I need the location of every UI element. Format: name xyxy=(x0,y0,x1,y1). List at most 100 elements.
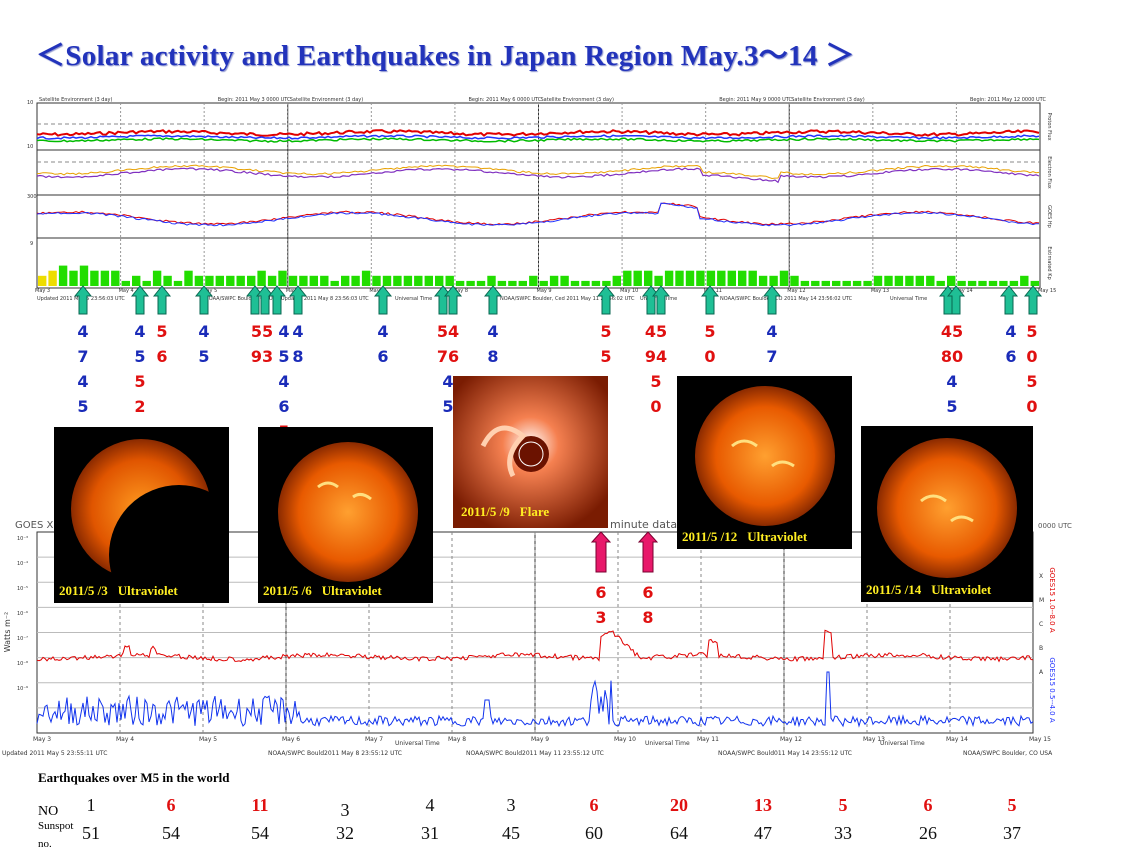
day-tick-label: May 13 xyxy=(871,288,889,294)
quake-magnitude-label: 4 xyxy=(292,322,303,341)
kp-bar xyxy=(706,270,716,286)
kp-bar xyxy=(738,270,747,286)
kp-bar xyxy=(121,280,130,286)
xray-footer-text: NOAA/SWPC Bould2011 May 8 23:55:12 UTC xyxy=(268,750,402,757)
xray-long-series xyxy=(36,629,1034,663)
day-tick-label: May 7 xyxy=(369,288,384,294)
quake-magnitude-label: 2 xyxy=(134,397,145,416)
quake-magnitude-label: 4 xyxy=(1005,322,1016,341)
no-row-label: NO xyxy=(38,804,59,819)
flare-class-label: C xyxy=(1039,621,1043,628)
earthquake-arrow-icon xyxy=(596,285,616,315)
quake-magnitude-label: 5 xyxy=(134,347,145,366)
kp-bar xyxy=(226,275,235,286)
kp-bar xyxy=(800,280,810,286)
kp-bar xyxy=(779,270,789,286)
kp-bar xyxy=(163,275,172,286)
kp-bar xyxy=(936,280,945,286)
earthquake-arrow-icon xyxy=(443,285,463,315)
earthquake-arrow-icon xyxy=(152,285,172,315)
earthquake-arrow-icon xyxy=(194,285,214,315)
kp-bar xyxy=(372,275,381,286)
flare-magnitude-label: 3 xyxy=(595,608,606,627)
kp-bar xyxy=(988,280,998,286)
sun-disc-icon xyxy=(877,438,1017,578)
kp-bar xyxy=(842,280,851,286)
panel-footer-text: Universal Time xyxy=(395,296,432,302)
quake-magnitude-label: 55 xyxy=(251,322,273,341)
earthquake-arrow-icon xyxy=(255,285,275,315)
kp-bar xyxy=(570,280,580,286)
kp-bar xyxy=(644,270,653,286)
xray-y-tick-label: 10⁻⁹ xyxy=(17,686,28,692)
quake-magnitude-label: 4 xyxy=(946,372,957,391)
quake-magnitude-label: 0 xyxy=(1026,347,1037,366)
kp-bar xyxy=(257,270,266,286)
image-caption: 2011/5 /12 Ultraviolet xyxy=(682,529,808,544)
quake-magnitude-label: 4 xyxy=(487,322,498,341)
flare-arrow-icon xyxy=(590,531,612,573)
xray-footer-text: NOAA/SWPC Bould011 May 14 23:55:12 UTC xyxy=(718,750,852,757)
y-tick-label: 10 xyxy=(27,144,33,150)
kp-bar xyxy=(278,270,287,286)
quake-magnitude-label: 5 xyxy=(134,372,145,391)
earthquake-arrow-icon xyxy=(288,285,308,315)
kp-bar xyxy=(529,275,538,286)
panel-right-label: Electron Flux xyxy=(1046,156,1052,189)
kp-bar xyxy=(894,275,904,286)
quake-magnitude-label: 4 xyxy=(278,322,289,341)
earthquake-arrow-icon xyxy=(73,285,93,315)
kp-bar xyxy=(330,280,339,286)
xray-short-series xyxy=(36,671,1034,728)
kp-bar xyxy=(466,280,475,286)
panel-footer-text: NOAA/SWPC Boulder, CO USA Updated 2011 M… xyxy=(205,296,369,302)
panel-header-label: Satellite Environment (3 day) xyxy=(791,97,865,103)
xray-utc-fragment: 0000 UTC xyxy=(1038,522,1072,530)
sunspot-row-label: Sunspot no. xyxy=(38,820,74,850)
kp-bar xyxy=(675,270,684,286)
panel-header-begin: Begin: 2011 May 12 0000 UTC xyxy=(970,97,1046,103)
goes-hp-blue-series xyxy=(36,202,1039,227)
kp-bar xyxy=(48,270,57,286)
proton-flux-blue-series xyxy=(36,134,1040,140)
quake-magnitude-label: 0 xyxy=(650,397,661,416)
electron-flux-orange-series xyxy=(36,164,1040,180)
quake-magnitude-label: 5 xyxy=(198,347,209,366)
kp-bar xyxy=(758,275,768,286)
xray-y-tick-label: 10⁻⁵ xyxy=(17,586,28,592)
kp-bar xyxy=(717,270,726,286)
day-tick-label: May 15 xyxy=(1038,288,1056,294)
sunspot-count-cell: 60 xyxy=(585,823,603,843)
kp-bar xyxy=(267,275,277,286)
kp-bar xyxy=(664,270,674,286)
quake-magnitude-label: 8 xyxy=(487,347,498,366)
day-tick-label: May 8 xyxy=(453,288,468,294)
earthquake-table-title: Earthquakes over M5 in the world xyxy=(38,770,230,785)
xray-y-tick-label: 10⁻⁶ xyxy=(17,611,28,617)
xray-day-tick-label: May 11 xyxy=(697,736,719,743)
xray-y-tick-label: 10⁻⁷ xyxy=(17,636,28,642)
xray-day-tick-label: May 5 xyxy=(199,736,217,743)
earthquake-count-cell: 13 xyxy=(754,795,772,815)
earthquake-count-cell: 5 xyxy=(838,795,848,815)
kp-bar xyxy=(142,280,151,286)
quake-magnitude-label: 6 xyxy=(1005,347,1016,366)
kp-bar xyxy=(769,275,778,286)
sunspot-count-cell: 51 xyxy=(82,823,100,843)
xray-footer-text: NOAA/SWPC Bould2011 May 11 23:55:12 UTC xyxy=(466,750,604,757)
quake-magnitude-label: 4 xyxy=(198,322,209,341)
kp-bar xyxy=(79,265,89,286)
xray-day-tick-label: May 7 xyxy=(365,736,383,743)
kp-bar xyxy=(487,275,496,286)
panel-header-label: Satellite Environment (3 day) xyxy=(290,97,364,103)
kp-bar xyxy=(341,275,350,286)
kp-bar xyxy=(173,280,183,286)
kp-bar xyxy=(403,275,413,286)
xray-right-label-short: GOES15 0.5--4.0 A xyxy=(1048,657,1056,722)
earthquake-arrow-icon xyxy=(651,285,671,315)
day-tick-label: May 14 xyxy=(954,288,972,294)
kp-bar xyxy=(132,275,141,286)
kp-bar xyxy=(852,280,862,286)
day-tick-label: May 10 xyxy=(620,288,638,294)
kp-bar xyxy=(445,275,454,286)
